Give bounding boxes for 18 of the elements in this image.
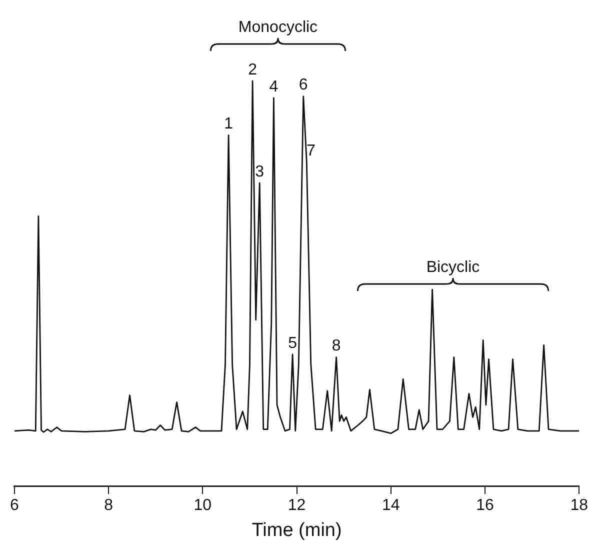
x-tick-label: 18 (570, 497, 588, 514)
x-tick-label: 6 (10, 497, 19, 514)
annotation: Bicyclic (425, 258, 481, 278)
x-tick-label: 14 (382, 497, 400, 514)
annotation: 2 (248, 61, 258, 78)
x-tick-label: 16 (476, 497, 494, 514)
annotation: 3 (255, 163, 264, 180)
x-tick-label: 8 (104, 497, 114, 514)
annotation: 5 (288, 334, 298, 352)
text: Monocyclic (237, 18, 319, 38)
annotation: 8 (332, 338, 341, 355)
x-tick-label: 12 (288, 497, 306, 514)
annotation: 7 (306, 142, 316, 160)
annotation: 6 (298, 76, 308, 94)
annotation: 4 (269, 78, 278, 96)
x-axis-title: Time (min) (252, 520, 342, 541)
x-tick-label: 10 (194, 497, 212, 514)
annotation: 1 (224, 116, 234, 133)
